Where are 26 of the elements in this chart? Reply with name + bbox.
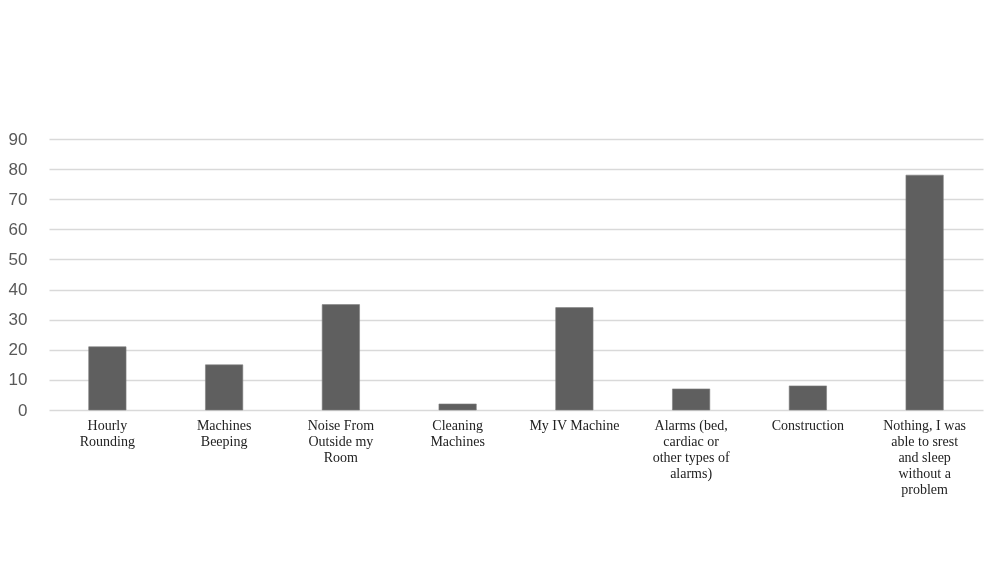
bar	[788, 385, 827, 411]
y-tick-label: 70	[8, 189, 28, 209]
bar	[321, 304, 360, 411]
bar	[672, 388, 711, 411]
bar	[555, 307, 594, 411]
bar	[88, 346, 127, 411]
x-tick-label: Cleaning Machines	[430, 417, 485, 449]
y-tick-label: 80	[8, 159, 28, 179]
bar	[438, 403, 477, 411]
y-tick-label: 30	[8, 310, 28, 330]
bar	[205, 364, 244, 411]
y-tick-label: 20	[8, 340, 28, 360]
x-tick-label: Hourly Rounding	[79, 417, 135, 449]
x-tick-label: Construction	[771, 417, 845, 433]
x-tick-label: Noise From Outside my Room	[307, 417, 375, 465]
x-tick-label: Alarms (bed, cardiac or other types of alarms)	[652, 417, 730, 482]
y-tick-label: 10	[8, 370, 28, 390]
x-tick-label: Nothing, I was able to srest and sleep without a problem	[883, 417, 967, 497]
y-tick-label: 40	[8, 280, 28, 300]
x-tick-label: My IV Machine	[529, 417, 620, 433]
y-tick-label: 50	[8, 249, 28, 269]
x-tick-label: Machines Beeping	[196, 417, 252, 449]
bar	[905, 174, 944, 411]
y-tick-label: 0	[18, 400, 28, 420]
y-tick-label: 60	[8, 219, 28, 239]
y-tick-label: 90	[8, 129, 28, 149]
